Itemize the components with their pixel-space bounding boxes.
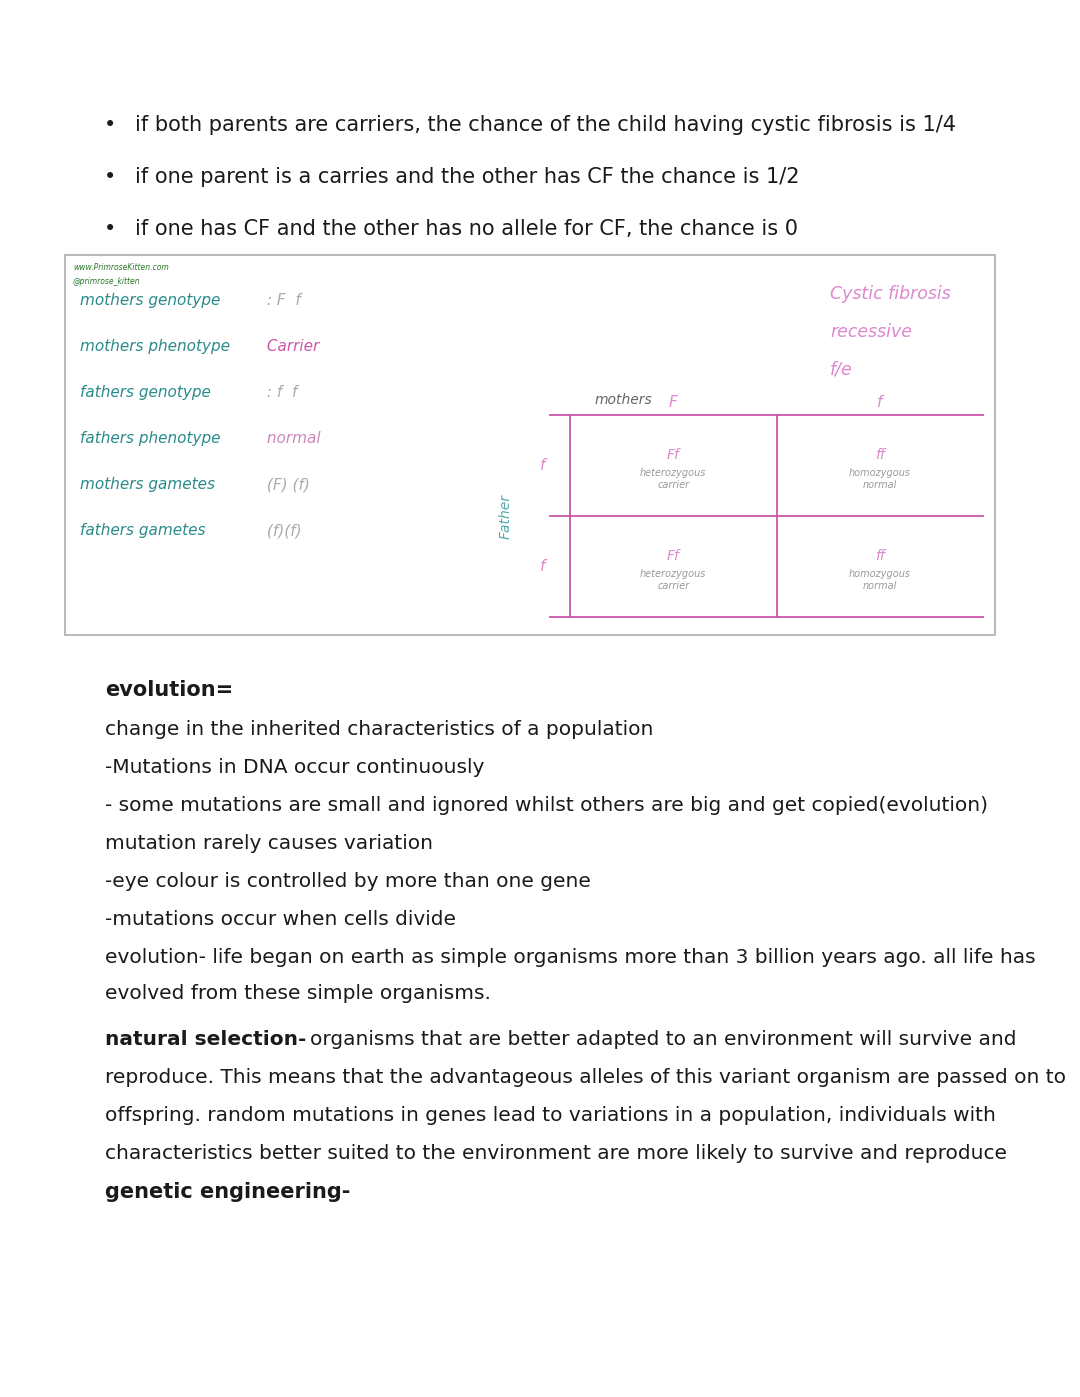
Text: f: f [540, 559, 545, 574]
Text: mothers genotype: mothers genotype [80, 293, 220, 307]
Text: normal: normal [262, 432, 321, 446]
Text: (F) (f): (F) (f) [262, 476, 310, 492]
Text: F: F [669, 395, 677, 409]
Text: Ff: Ff [666, 549, 679, 563]
Text: : f  f: : f f [262, 386, 297, 400]
Text: heterozygous
carrier: heterozygous carrier [640, 569, 706, 591]
Text: - some mutations are small and ignored whilst others are big and get copied(evol: - some mutations are small and ignored w… [105, 796, 988, 814]
Text: mothers gametes: mothers gametes [80, 476, 215, 492]
Text: organisms that are better adapted to an environment will survive and: organisms that are better adapted to an … [310, 1030, 1016, 1049]
Text: mothers: mothers [595, 393, 652, 407]
Text: @primrose_kitten: @primrose_kitten [73, 277, 140, 286]
Text: •: • [104, 115, 117, 136]
Text: ff: ff [875, 549, 885, 563]
Text: f/e: f/e [831, 360, 853, 379]
Text: genetic engineering-: genetic engineering- [105, 1182, 350, 1201]
Text: Cystic fibrosis: Cystic fibrosis [831, 285, 950, 303]
Text: : F  f: : F f [262, 293, 300, 307]
Text: homozygous
normal: homozygous normal [849, 468, 910, 490]
Text: fathers genotype: fathers genotype [80, 386, 211, 400]
Text: f: f [540, 458, 545, 474]
Text: if one has CF and the other has no allele for CF, the chance is 0: if one has CF and the other has no allel… [135, 219, 798, 239]
Text: evolution=: evolution= [105, 680, 233, 700]
Text: -eye colour is controlled by more than one gene: -eye colour is controlled by more than o… [105, 872, 591, 891]
Text: Father: Father [499, 493, 513, 538]
Text: -mutations occur when cells divide: -mutations occur when cells divide [105, 909, 456, 929]
Text: f: f [877, 395, 882, 409]
Text: •: • [104, 219, 117, 239]
Text: change in the inherited characteristics of a population: change in the inherited characteristics … [105, 719, 653, 739]
Text: (f)(f): (f)(f) [262, 522, 301, 538]
Text: ff: ff [875, 447, 885, 461]
Text: Carrier: Carrier [262, 339, 320, 353]
Text: fathers phenotype: fathers phenotype [80, 432, 220, 446]
Text: evolution- life began on earth as simple organisms more than 3 billion years ago: evolution- life began on earth as simple… [105, 949, 1036, 967]
Text: recessive: recessive [831, 323, 912, 341]
Text: if one parent is a carries and the other has CF the chance is 1/2: if one parent is a carries and the other… [135, 168, 799, 187]
Text: heterozygous
carrier: heterozygous carrier [640, 468, 706, 490]
Text: fathers gametes: fathers gametes [80, 522, 205, 538]
FancyBboxPatch shape [65, 256, 995, 636]
Text: www.PrimroseKitten.com: www.PrimroseKitten.com [73, 263, 168, 272]
Text: natural selection-: natural selection- [105, 1030, 307, 1049]
Text: offspring. random mutations in genes lead to variations in a population, individ: offspring. random mutations in genes lea… [105, 1106, 996, 1125]
Text: evolved from these simple organisms.: evolved from these simple organisms. [105, 983, 491, 1003]
Text: characteristics better suited to the environment are more likely to survive and : characteristics better suited to the env… [105, 1144, 1007, 1162]
Text: mothers phenotype: mothers phenotype [80, 339, 230, 353]
Text: reproduce. This means that the advantageous alleles of this variant organism are: reproduce. This means that the advantage… [105, 1067, 1066, 1087]
Text: if both parents are carriers, the chance of the child having cystic fibrosis is : if both parents are carriers, the chance… [135, 115, 956, 136]
Text: mutation rarely causes variation: mutation rarely causes variation [105, 834, 433, 854]
Text: homozygous
normal: homozygous normal [849, 569, 910, 591]
Text: -Mutations in DNA occur continuously: -Mutations in DNA occur continuously [105, 759, 484, 777]
Text: •: • [104, 168, 117, 187]
Text: Ff: Ff [666, 447, 679, 461]
